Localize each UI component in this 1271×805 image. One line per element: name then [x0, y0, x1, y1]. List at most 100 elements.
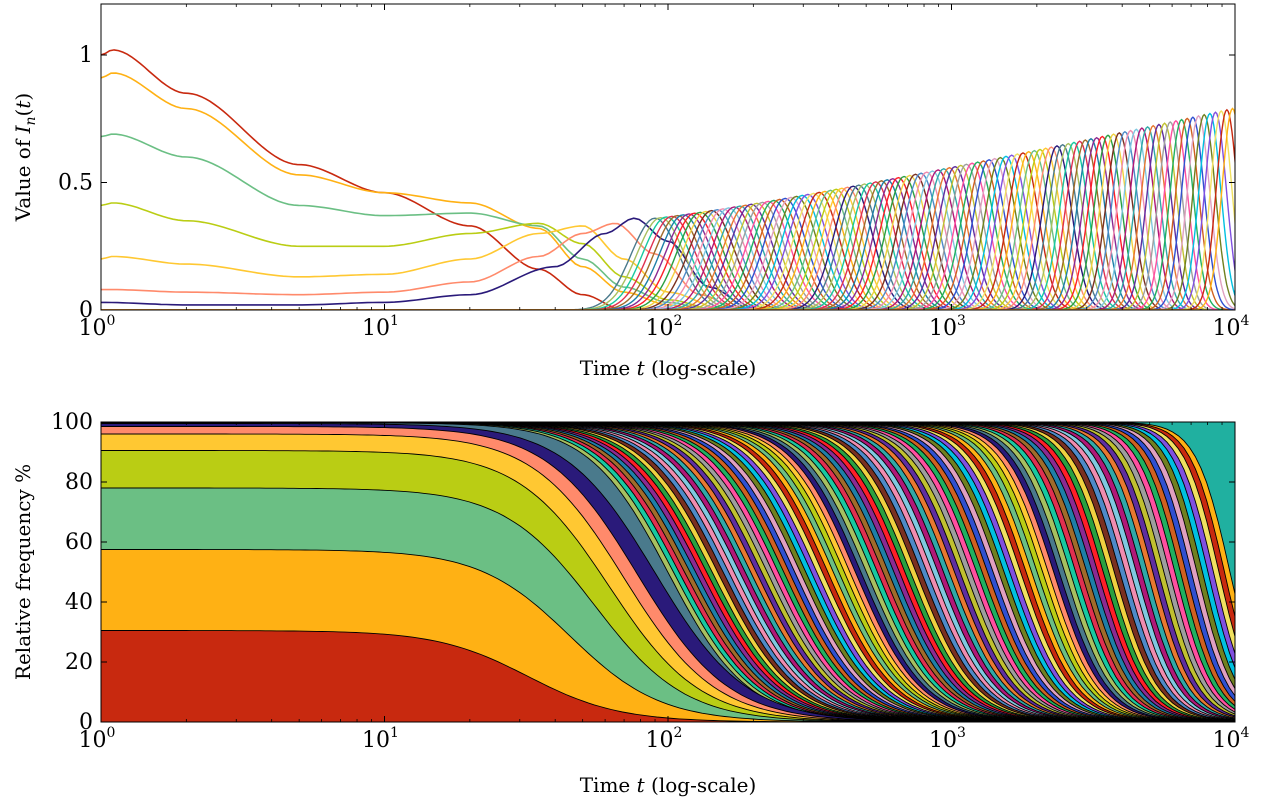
line-series	[101, 201, 1235, 310]
line-series	[101, 141, 1235, 310]
line-chart-y-tick-label: 0.5	[58, 171, 93, 196]
line-series	[101, 187, 1235, 310]
line-series	[101, 209, 1235, 310]
line-series	[101, 193, 1235, 310]
y-axis-title-n: n	[23, 116, 39, 125]
line-series	[101, 185, 1235, 310]
line-series	[101, 182, 1235, 310]
tick-exponent: 0	[107, 313, 116, 329]
line-series	[101, 160, 1235, 310]
line-series	[101, 150, 1235, 310]
line-series	[101, 216, 1235, 310]
area-chart-x-tick-label: 101	[362, 725, 399, 753]
tick-base: 10	[646, 728, 674, 753]
line-series	[101, 216, 1235, 310]
line-series	[101, 142, 1235, 310]
tick-exponent: 0	[107, 725, 116, 741]
line-series	[101, 72, 1235, 310]
line-series	[101, 164, 1235, 310]
line-series	[101, 190, 1235, 310]
line-series	[101, 195, 1235, 310]
line-series	[101, 222, 1235, 310]
line-series	[101, 214, 1235, 310]
line-chart-x-tick-label: 102	[646, 313, 683, 341]
y-axis-title-paren-open: (	[11, 109, 35, 117]
x-axis-title-suffix: (log-scale)	[645, 356, 757, 380]
y-axis-title-prefix: Value of	[11, 133, 35, 222]
line-series	[101, 166, 1235, 310]
line-series	[101, 225, 1235, 310]
x-axis-title-prefix: Time	[580, 356, 637, 380]
area-chart-y-tick-label: 20	[65, 650, 93, 675]
tick-exponent: 3	[957, 725, 966, 741]
tick-base: 10	[79, 728, 107, 753]
line-series	[101, 214, 1235, 310]
line-series	[101, 180, 1235, 310]
line-series	[101, 176, 1235, 310]
tick-exponent: 1	[390, 725, 399, 741]
line-series	[101, 174, 1235, 310]
line-series	[101, 152, 1235, 310]
tick-base: 10	[362, 728, 390, 753]
line-series	[101, 184, 1235, 310]
x-axis-title-var: t	[637, 773, 646, 797]
line-series	[101, 202, 1235, 310]
line-series	[101, 168, 1235, 310]
line-series	[101, 203, 1235, 310]
line-chart-y-tick-label: 0	[79, 298, 93, 323]
line-chart-y-tick-label: 1	[79, 43, 93, 68]
line-series	[101, 196, 1235, 310]
area-layers-group	[101, 422, 1235, 722]
y-axis-title-paren-close: )	[11, 93, 35, 101]
line-series	[101, 177, 1235, 310]
y-axis-title-t: t	[11, 100, 35, 109]
tick-base: 10	[929, 728, 957, 753]
line-series	[101, 143, 1235, 310]
tick-exponent: 2	[674, 313, 683, 329]
line-series-group	[101, 49, 1235, 310]
line-series	[101, 159, 1235, 310]
line-series	[101, 149, 1235, 310]
line-series	[101, 208, 1235, 310]
line-series	[101, 202, 1235, 310]
line-series	[101, 192, 1235, 310]
line-chart-y-axis-title: Value of In(t)	[11, 93, 39, 222]
x-axis-title-prefix: Time	[580, 773, 637, 797]
line-series	[101, 148, 1235, 310]
area-chart-x-tick-label: 103	[929, 725, 966, 753]
tick-exponent: 4	[1241, 313, 1250, 329]
line-chart-x-tick-label: 104	[1213, 313, 1250, 341]
line-series	[101, 211, 1235, 310]
tick-base: 10	[929, 316, 957, 341]
line-series	[101, 188, 1235, 310]
line-series	[101, 212, 1235, 310]
tick-exponent: 3	[957, 313, 966, 329]
line-series	[101, 204, 1235, 310]
line-series	[101, 197, 1235, 310]
line-series	[101, 179, 1235, 310]
line-series	[101, 146, 1235, 310]
line-series	[101, 171, 1235, 310]
line-series	[101, 169, 1235, 310]
tick-base: 10	[1213, 316, 1241, 341]
line-series	[101, 181, 1235, 310]
tick-exponent: 2	[674, 725, 683, 741]
line-series	[101, 200, 1235, 310]
line-series	[101, 154, 1235, 310]
area-chart-x-tick-label: 102	[646, 725, 683, 753]
line-series	[101, 198, 1235, 310]
line-series	[101, 163, 1235, 310]
x-axis-title-suffix: (log-scale)	[645, 773, 757, 797]
line-series	[101, 215, 1235, 310]
tick-exponent: 4	[1241, 725, 1250, 741]
line-series	[101, 175, 1235, 310]
line-series	[101, 173, 1235, 310]
y-axis-title-I: I	[11, 124, 35, 134]
line-series	[101, 186, 1235, 310]
line-chart-x-tick-label: 103	[929, 313, 966, 341]
tick-exponent: 1	[390, 313, 399, 329]
line-series	[101, 189, 1235, 310]
